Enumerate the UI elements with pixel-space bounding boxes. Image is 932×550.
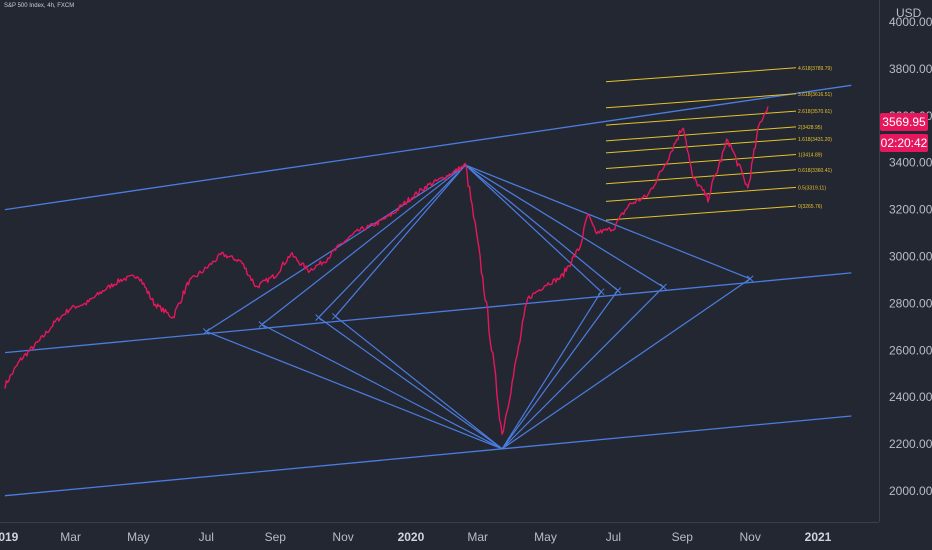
gann-line-bottom-7 <box>501 278 751 450</box>
x-tick-label-8: May <box>534 530 557 544</box>
y-tick-label-0: 2000.00 <box>889 484 932 498</box>
fib-level-0 <box>605 67 797 83</box>
price-line <box>4 106 769 435</box>
gann-point-7 <box>746 275 754 283</box>
y-tick-label-4: 2800.00 <box>889 296 932 310</box>
gann-line-bottom-3 <box>334 315 503 450</box>
fib-level-8 <box>605 205 797 221</box>
gann-line-bottom-0 <box>206 330 503 450</box>
y-tick-label-7: 3400.00 <box>889 156 932 170</box>
fib-level-6 <box>605 169 797 185</box>
fib-level-3 <box>605 126 797 142</box>
y-tick-label-10: 4000.00 <box>889 15 932 29</box>
channel-line-0 <box>4 84 852 211</box>
last-price-tag: 3569.95 <box>880 113 928 131</box>
gann-point-3 <box>331 312 339 320</box>
x-tick-label-0: 2019 <box>0 530 19 544</box>
price-axis[interactable]: 2000.00 2200.00 2400.00 2600.00 2800.00 3000.… <box>889 15 932 498</box>
x-tick-label-11: Nov <box>739 530 760 544</box>
gann-line-top-3 <box>334 164 466 317</box>
channel-lines <box>4 84 852 497</box>
gann-point-1 <box>258 321 266 328</box>
gann-line-bottom-1 <box>261 323 503 450</box>
x-tick-label-10: Sep <box>672 530 694 544</box>
x-tick-label-9: Jul <box>606 530 621 544</box>
symbol-title: S&P 500 Index, 4h, FXCM <box>4 3 75 9</box>
x-tick-label-5: Nov <box>332 530 353 544</box>
countdown-tag: 02:20:42 <box>880 134 928 152</box>
gann-line-top-4 <box>465 164 602 293</box>
time-axis[interactable]: 2019 Mar May Jul Sep Nov 2020 Mar May Jul Sep Nov 20… <box>0 530 832 544</box>
x-tick-label-3: Jul <box>199 530 214 544</box>
gann-line-bottom-4 <box>501 291 602 450</box>
y-tick-label-3: 2600.00 <box>889 343 932 357</box>
fib-level-label-1: 3.618(3616.51) <box>798 92 832 98</box>
x-tick-label-4: Sep <box>265 530 287 544</box>
gann-point-4 <box>597 288 605 296</box>
x-tick-label-2: May <box>127 530 150 544</box>
currency-unit-label: USD <box>896 6 922 20</box>
gann-line-top-2 <box>318 164 466 318</box>
fib-level-5 <box>605 154 797 170</box>
x-tick-label-7: Mar <box>467 530 488 544</box>
fib-level-label-2: 2.618(3570.61) <box>798 109 832 115</box>
fib-level-label-0: 4.618(3789.79) <box>798 66 832 72</box>
fib-level-1 <box>605 93 797 109</box>
gann-line-top-6 <box>465 164 664 288</box>
gann-point-2 <box>315 314 322 321</box>
y-tick-label-9: 3800.00 <box>889 62 932 76</box>
channel-line-1 <box>4 272 852 354</box>
fib-extension-levels: 4.618(3789.79) 3.618(3616.51) 2.618(3570.6… <box>605 66 832 221</box>
gann-line-bottom-2 <box>318 316 503 450</box>
gann-line-top-1 <box>261 164 466 325</box>
y-tick-label-6: 3200.00 <box>889 203 932 217</box>
y-tick-label-2: 2400.00 <box>889 390 932 404</box>
gann-line-top-5 <box>465 164 619 291</box>
channel-line-2 <box>4 415 852 497</box>
y-tick-label-1: 2200.00 <box>889 437 932 451</box>
gann-line-top-7 <box>465 164 751 280</box>
price-series <box>4 106 769 435</box>
y-tick-label-5: 3000.00 <box>889 250 932 264</box>
fib-level-7 <box>605 186 797 202</box>
gann-fan-lines <box>202 164 754 450</box>
fib-level-label-6: 0.618(3360.41) <box>798 168 832 174</box>
fib-level-4 <box>605 138 797 154</box>
fib-level-2 <box>605 110 797 126</box>
x-tick-label-6: 2020 <box>398 530 425 544</box>
fib-level-label-7: 0.5(3319.11) <box>798 185 826 191</box>
x-tick-label-12: 2021 <box>805 530 832 544</box>
gann-point-6 <box>660 283 667 291</box>
fib-level-label-5: 1(3414.89) <box>798 153 823 159</box>
x-tick-label-1: Mar <box>60 530 81 544</box>
fib-level-label-3: 2(3428.95) <box>798 125 823 131</box>
gann-line-bottom-5 <box>501 290 619 450</box>
gann-point-0 <box>202 328 210 335</box>
fib-level-label-8: 0(3265.76) <box>798 204 823 210</box>
gann-line-bottom-6 <box>501 286 664 450</box>
fib-level-label-4: 1.618(3431.20) <box>798 137 832 143</box>
gann-point-5 <box>614 287 622 294</box>
